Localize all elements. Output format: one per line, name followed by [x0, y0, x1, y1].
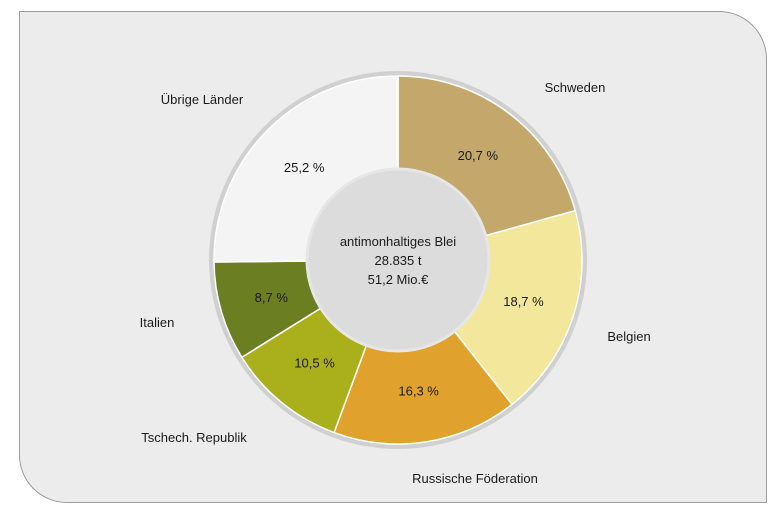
category-label: Russische Föderation	[412, 471, 538, 486]
slice-value-label: 25,2 %	[284, 160, 325, 175]
category-label: Schweden	[545, 80, 606, 95]
category-label: Belgien	[607, 329, 650, 344]
slice-value-label: 16,3 %	[398, 383, 439, 398]
center-disc	[305, 167, 491, 353]
slice-value-label: 10,5 %	[294, 355, 335, 370]
category-label: Italien	[140, 315, 175, 330]
slices-group	[213, 75, 583, 445]
slice-labels-group: 20,7 % 18,7 % 16,3 % 10,5 % 8,7 % 25,2 %	[255, 148, 544, 398]
center-label-line-1: antimonhaltiges Blei	[340, 234, 456, 249]
center-label-line-2: 28.835 t	[375, 253, 422, 268]
slice-value-label: 8,7 %	[255, 290, 289, 305]
slice-value-label: 20,7 %	[458, 148, 499, 163]
category-labels-group: Schweden Belgien Russische Föderation Tsche…	[140, 80, 651, 486]
category-label: Übrige Länder	[161, 92, 244, 107]
category-label: Tschech. Republik	[141, 430, 247, 445]
center-label-line-3: 51,2 Mio.€	[368, 272, 429, 287]
slice-value-label: 18,7 %	[503, 294, 544, 309]
